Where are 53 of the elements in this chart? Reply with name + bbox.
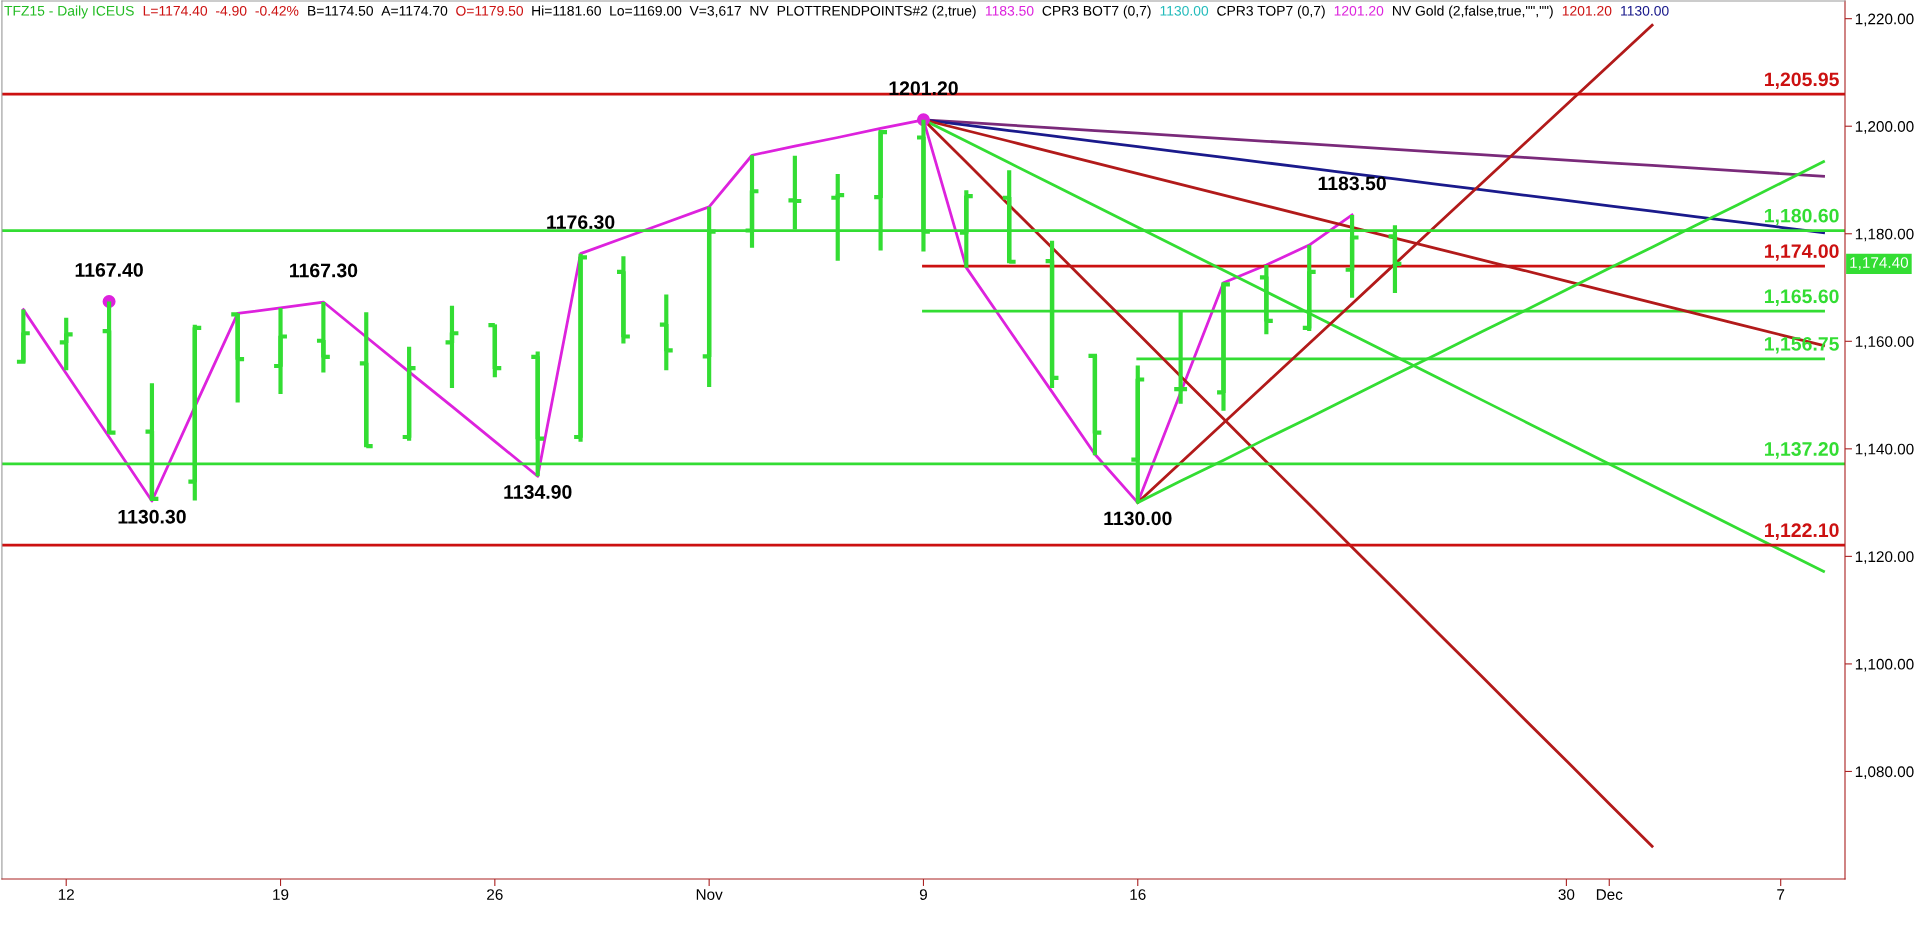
annotation: Hi=1181.60	[532, 5, 601, 16]
x-tick-label: 7	[1777, 889, 1785, 900]
y-tick-label: 1,140.00	[1855, 443, 1914, 457]
annotation: 1,165.60	[1764, 289, 1839, 306]
x-tick-label: Dec	[1596, 889, 1623, 900]
y-tick-label: 1,220.00	[1855, 13, 1914, 27]
annotation: 1183.50	[985, 5, 1034, 16]
annotation: TFZ15 - Daily ICEUS	[4, 5, 134, 19]
annotation: -0.42%	[255, 5, 299, 16]
ref-line-label: 1,137.20	[1764, 442, 1839, 459]
ref-line-label: 1,122.10	[1764, 523, 1839, 540]
annotation: 1130.00	[1621, 5, 1669, 16]
annotation: 1130.00	[1160, 5, 1209, 16]
ref-line-label: 1,180.60	[1764, 208, 1839, 226]
x-tick-label: 26	[487, 889, 503, 900]
annotation: 1201.20	[1334, 5, 1384, 16]
ref-line-label: 1,205.95	[1764, 72, 1839, 90]
annotation: 1,156.75	[1764, 337, 1839, 354]
annotation: 1130.00	[1104, 511, 1172, 526]
annotation: L=1174.40	[143, 5, 208, 16]
y-tick-label: 1,160.00	[1855, 336, 1914, 349]
annotation: 1201.20	[889, 81, 958, 96]
annotation: Lo=1169.00	[610, 5, 682, 16]
text: 1,174.40	[1850, 257, 1909, 270]
annotation: PLOTTRENDPOINTS#2 (2,true)	[777, 5, 976, 19]
y-tick-label: 1,120.00	[1855, 551, 1914, 564]
x-tick-label: 9	[919, 889, 927, 900]
annotation: 1201.20	[1562, 5, 1612, 16]
annotation: B=1174.50	[308, 5, 374, 16]
y-tick-label: 1,100.00	[1855, 658, 1914, 672]
annotation: 1167.30	[290, 263, 358, 278]
annotation: CPR3 BOT7 (0,7)	[1042, 5, 1151, 19]
annotation: 1183.50	[1318, 176, 1386, 191]
y-tick-label: 1,200.00	[1855, 121, 1914, 134]
x-tick-label: 16	[1130, 889, 1146, 900]
annotation: NV Gold (2,false,true,"","")	[1393, 5, 1553, 19]
annotation: 1130.30	[118, 509, 186, 524]
annotation: 1134.90	[504, 485, 572, 499]
annotation: NV	[750, 6, 769, 16]
annotation: 1176.30	[547, 215, 615, 229]
annotation: CPR3 TOP7 (0,7)	[1217, 5, 1325, 19]
annotation: 1167.40	[75, 263, 143, 277]
annotation: V=3,617	[689, 5, 741, 18]
annotation: O=1179.50	[456, 5, 524, 16]
y-tick-label: 1,080.00	[1855, 766, 1914, 779]
x-tick-label: 30	[1558, 889, 1575, 900]
x-tick-label: 12	[58, 889, 74, 900]
y-tick-label: 1,180.00	[1855, 228, 1914, 242]
x-tick-label: 19	[273, 889, 289, 900]
x-tick-label: Nov	[696, 889, 723, 900]
annotation: A=1174.70	[381, 5, 448, 16]
annotation: -4.90	[215, 5, 247, 16]
annotation: 1,174.00	[1764, 244, 1839, 261]
